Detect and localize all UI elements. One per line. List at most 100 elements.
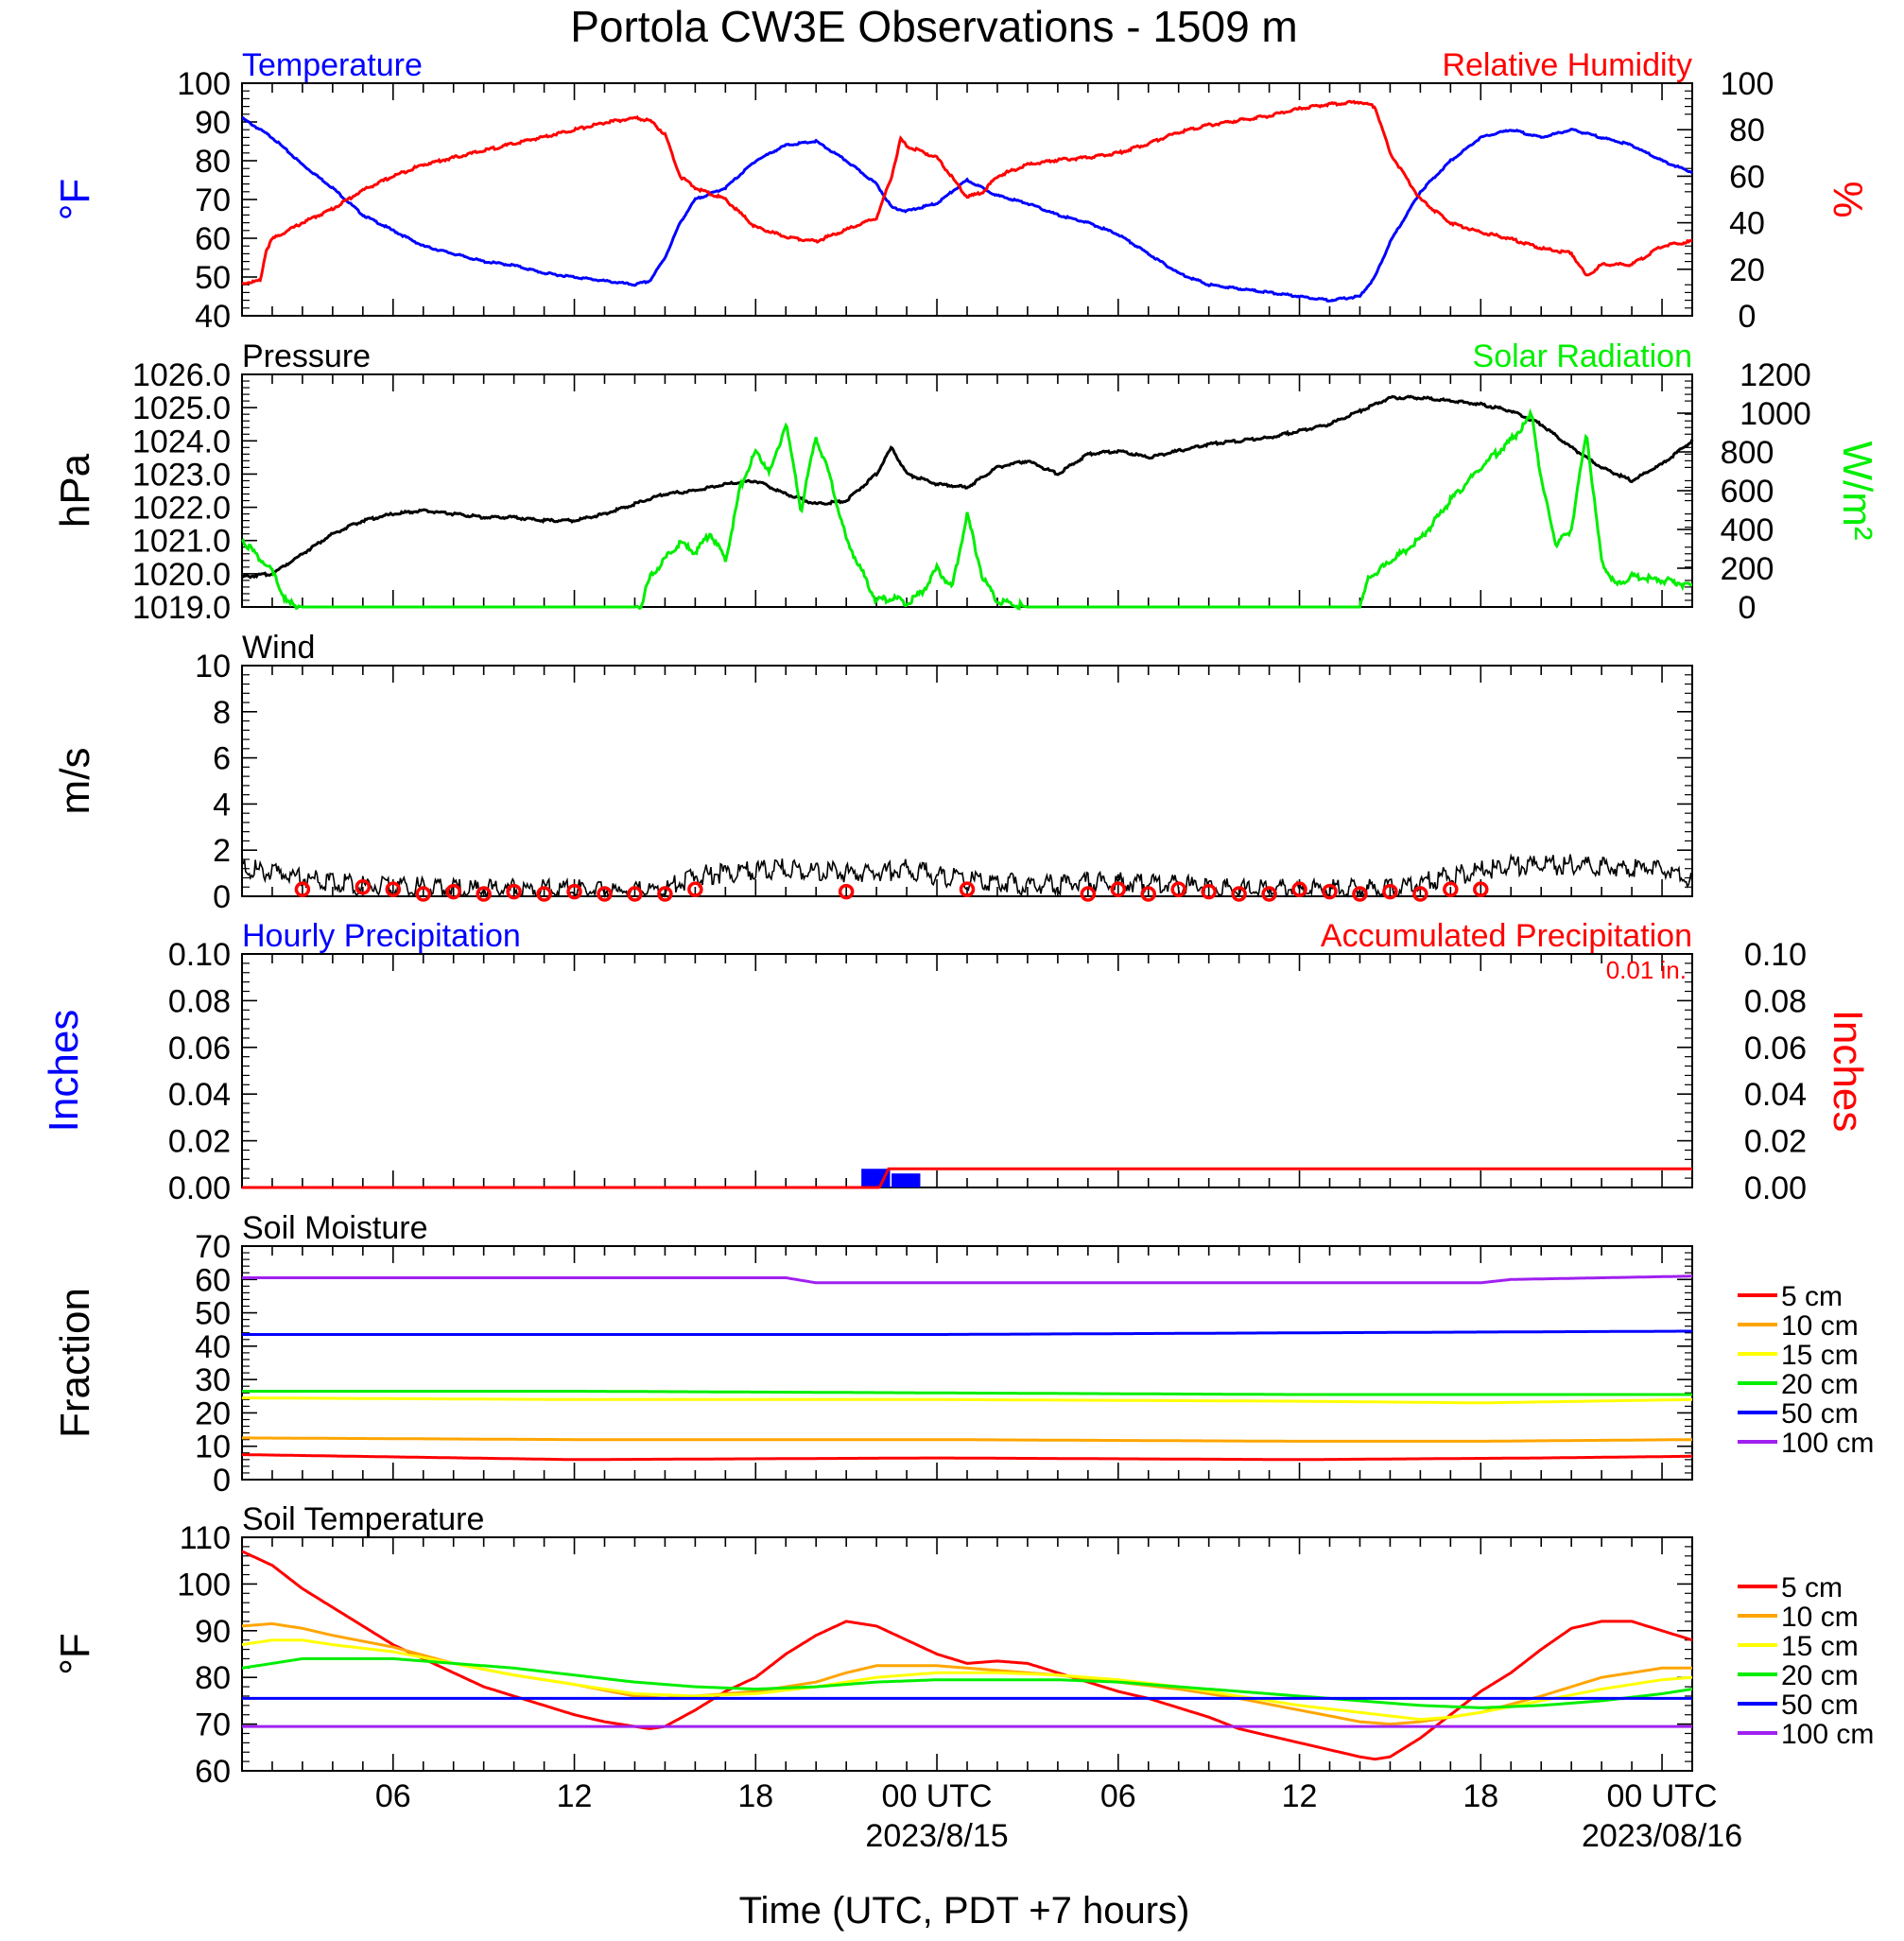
x-tick-date-label: 2023/08/16 — [1582, 1818, 1742, 1854]
y-right-tick-label: 40 — [1729, 206, 1765, 242]
x-tick-label: 18 — [1463, 1778, 1498, 1814]
y-tick-label: 70 — [195, 1229, 231, 1265]
panel-pressure_solar: 1019.01020.01021.01022.01023.01024.01025… — [52, 338, 1880, 626]
x-axis-title: Time (UTC, PDT +7 hours) — [739, 1890, 1190, 1932]
legend-label: 5 cm — [1781, 1281, 1843, 1312]
y-tick-label: 100 — [177, 1567, 231, 1603]
y-right-tick-label: 0 — [1739, 299, 1757, 335]
series-line — [241, 394, 1694, 580]
y-right-tick-label: 0 — [1739, 590, 1757, 626]
panel-title-left: Hourly Precipitation — [242, 918, 521, 954]
series-line — [242, 1329, 1692, 1336]
series-line — [241, 99, 1693, 286]
series-line — [242, 1436, 1692, 1443]
wind-calm-marker — [1140, 886, 1156, 902]
y-tick-label: 0.06 — [168, 1031, 231, 1066]
wind-calm-marker — [627, 886, 643, 902]
legend-label: 20 cm — [1781, 1660, 1859, 1691]
wind-calm-marker — [506, 883, 522, 900]
legend-label: 50 cm — [1781, 1690, 1859, 1721]
y-tick-label: 40 — [195, 299, 231, 335]
wind-calm-marker — [597, 886, 613, 902]
y-axis-label-left: m/s — [52, 748, 98, 815]
y-tick-label: 1020.0 — [132, 557, 231, 593]
precip-bar — [891, 1173, 921, 1187]
y-tick-label: 100 — [177, 66, 231, 102]
y-right-tick-label: 0.00 — [1744, 1170, 1807, 1206]
y-tick-label: 70 — [195, 1707, 231, 1743]
y-tick-label: 90 — [195, 105, 231, 141]
legend-label: 5 cm — [1781, 1572, 1843, 1603]
x-tick-label: 06 — [1100, 1778, 1136, 1814]
y-tick-label: 2 — [213, 833, 231, 869]
y-tick-label: 110 — [180, 1520, 231, 1556]
y-tick-label: 1025.0 — [132, 390, 231, 426]
y-axis-label-left: °F — [52, 179, 98, 220]
y-tick-label: 0.08 — [168, 983, 231, 1019]
y-tick-label: 0.02 — [168, 1124, 231, 1160]
panel-wind: 0 2 4 6 8 10 Wind m/s — [52, 630, 1693, 915]
y-tick-label: 0.00 — [168, 1170, 231, 1206]
legend-label: 20 cm — [1781, 1369, 1859, 1400]
y-tick-label: 80 — [195, 144, 231, 180]
series-line — [241, 1656, 1693, 1709]
x-tick-label: 00 UTC — [881, 1778, 992, 1814]
y-axis-label-right: % — [1825, 181, 1871, 217]
wind-calm-marker — [1412, 886, 1428, 902]
wind-calm-marker — [415, 886, 431, 902]
series-line — [242, 1390, 1692, 1396]
y-tick-label: 60 — [195, 1754, 231, 1790]
wind-calm-marker — [1443, 881, 1459, 897]
series-line — [241, 407, 1692, 611]
y-tick-label: 90 — [195, 1614, 231, 1650]
x-tick-label: 00 UTC — [1606, 1778, 1717, 1814]
y-axis-label-left: °F — [52, 1633, 98, 1674]
wind-calm-marker — [445, 883, 461, 900]
y-right-tick-label: 80 — [1729, 113, 1765, 148]
series-line — [241, 116, 1694, 303]
y-right-tick-label: 60 — [1729, 159, 1765, 195]
x-tick-label: 18 — [737, 1778, 773, 1814]
series-line — [241, 1550, 1693, 1761]
y-right-tick-label: 20 — [1729, 252, 1765, 288]
series-line — [241, 1396, 1692, 1405]
y-tick-label: 0.04 — [168, 1077, 231, 1113]
legend-label: 100 cm — [1781, 1719, 1874, 1750]
panel-title-left: Wind — [242, 630, 315, 666]
y-right-tick-label: 600 — [1721, 474, 1774, 510]
y-tick-label: 60 — [195, 1262, 231, 1298]
y-right-tick-label: 400 — [1721, 512, 1774, 548]
legend-label: 15 cm — [1781, 1631, 1859, 1662]
wind-calm-marker — [536, 886, 552, 902]
y-right-tick-label: 800 — [1721, 435, 1774, 471]
y-tick-label: 10 — [195, 1430, 231, 1465]
y-right-tick-label: 100 — [1721, 66, 1774, 102]
series-line — [241, 1638, 1693, 1722]
wind-calm-marker — [1201, 883, 1217, 900]
y-tick-label: 10 — [195, 649, 231, 685]
y-axis-label-right: W/m² — [1834, 441, 1880, 540]
y-tick-label: 1026.0 — [132, 357, 231, 393]
y-tick-label: 1019.0 — [132, 590, 231, 626]
x-tick-label: 12 — [1282, 1778, 1318, 1814]
panel-title-right: Solar Radiation — [1473, 338, 1692, 374]
wind-calm-marker — [1170, 881, 1186, 897]
y-tick-label: 0 — [213, 879, 231, 915]
legend-label: 10 cm — [1781, 1602, 1859, 1633]
y-tick-label: 0 — [213, 1463, 231, 1499]
y-axis-label-left: Fraction — [52, 1288, 98, 1438]
y-tick-label: 30 — [195, 1362, 231, 1398]
panel-title-left: Pressure — [242, 338, 371, 374]
legend-label: 100 cm — [1781, 1428, 1874, 1459]
y-axis-label-left: Inches — [41, 1010, 87, 1133]
y-right-tick-label: 0.08 — [1744, 983, 1807, 1019]
legend-label: 15 cm — [1781, 1340, 1859, 1371]
panel-precipitation: 0.00 0.02 0.04 0.06 0.08 0.10 0.00 0.02 0.04 0.06… — [41, 918, 1871, 1206]
y-tick-label: 1021.0 — [132, 524, 231, 560]
x-tick-label: 12 — [557, 1778, 593, 1814]
panel-title-right: Relative Humidity — [1442, 47, 1692, 83]
